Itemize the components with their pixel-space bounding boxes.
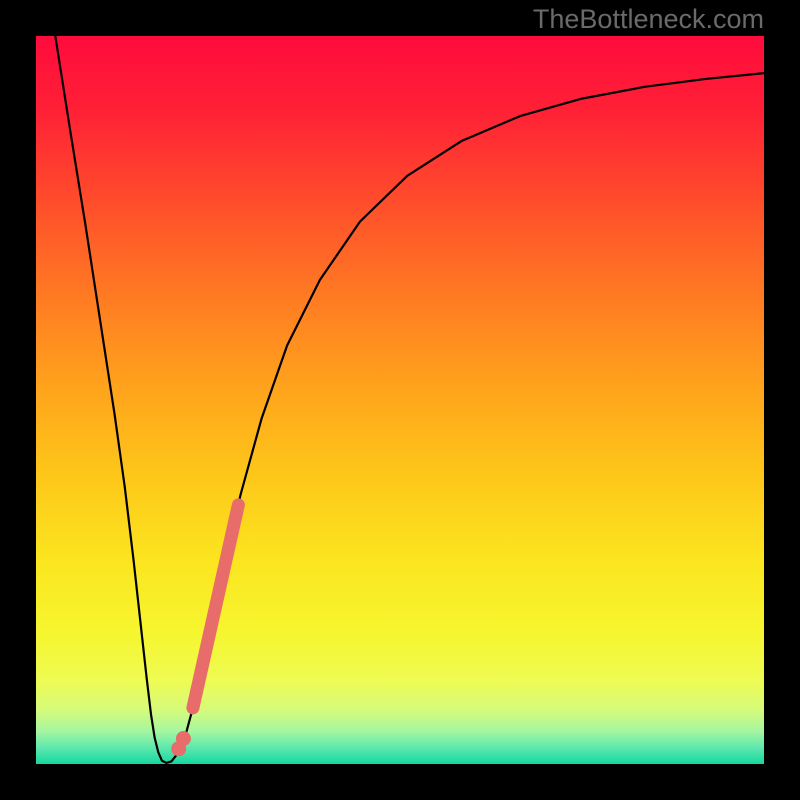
highlight-point bbox=[176, 731, 191, 746]
gradient-background bbox=[36, 36, 764, 764]
plot-area bbox=[36, 36, 764, 764]
plot-svg bbox=[36, 36, 764, 764]
watermark-text: TheBottleneck.com bbox=[533, 4, 764, 35]
